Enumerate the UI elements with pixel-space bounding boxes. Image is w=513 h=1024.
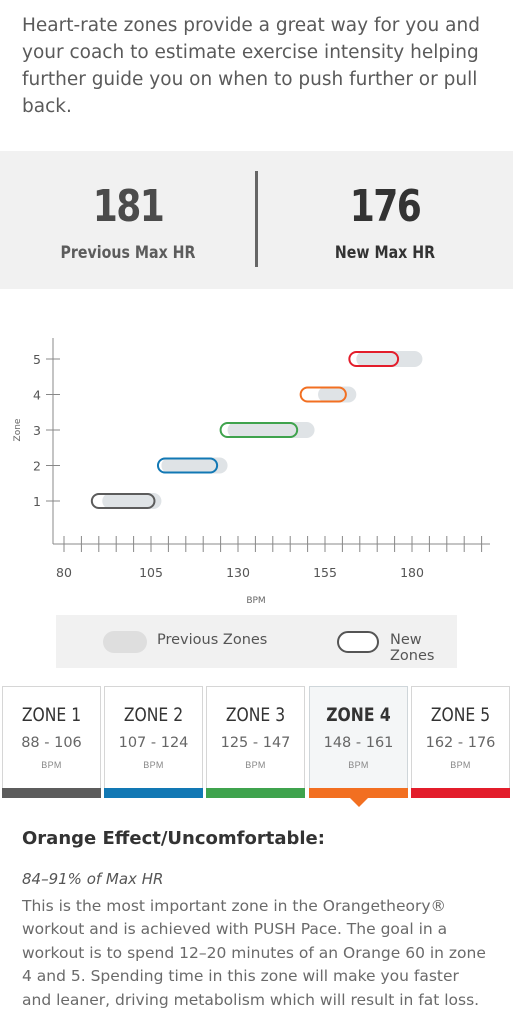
chart-legend: Previous Zones New Zones: [56, 615, 457, 668]
max-hr-panel: 181 Previous Max HR 176 New Max HR: [0, 151, 513, 289]
legend-previous-swatch: [103, 631, 147, 653]
y-tick-label: 4: [33, 388, 41, 403]
new-max-hr: 176 New Max HR: [257, 151, 513, 289]
x-tick-label: 180: [400, 565, 424, 580]
zone-name: ZONE 3: [225, 704, 286, 726]
new-zone-bar-4: [299, 386, 347, 403]
x-tick-label: 130: [226, 565, 250, 580]
zone-color-bar: [2, 788, 101, 798]
zone-name: ZONE 5: [430, 704, 491, 726]
x-tick-label: 80: [56, 565, 72, 580]
zone-unit: BPM: [245, 760, 266, 770]
zone-name: ZONE 4: [326, 704, 391, 726]
zone-range: 125 - 147: [220, 735, 291, 751]
zone-details: Orange Effect/Uncomfortable: 84–91% of M…: [22, 828, 492, 1009]
zone-tab-5[interactable]: ZONE 5 162 - 176 BPM: [411, 686, 510, 798]
zone-tab-3[interactable]: ZONE 3 125 - 147 BPM: [206, 686, 305, 798]
max-hr-divider: [255, 171, 258, 267]
zone-unit: BPM: [348, 760, 369, 770]
y-axis-label: Zone: [13, 418, 23, 441]
previous-max-hr-value: 181: [92, 181, 165, 232]
new-zone-bar-2: [156, 457, 219, 474]
intro-text: Heart-rate zones provide a great way for…: [22, 15, 480, 117]
legend-previous-label: Previous Zones: [157, 632, 268, 648]
x-axis-label: BPM: [246, 596, 265, 606]
active-zone-pointer: [349, 798, 368, 807]
zone-color-bar: [309, 788, 408, 798]
previous-zone-bar-3: [227, 422, 315, 438]
zone-color-bar: [411, 788, 510, 798]
zone-name: ZONE 2: [123, 704, 184, 726]
zone-range: 148 - 161: [323, 735, 394, 751]
previous-zone-bar-2: [161, 457, 228, 474]
zone-tab-4[interactable]: ZONE 4 148 - 161 BPM: [309, 686, 408, 807]
zone-range: 88 - 106: [21, 735, 82, 751]
legend-new-label: New Zones: [390, 632, 435, 664]
new-max-hr-label: New Max HR: [334, 243, 436, 262]
zone-chart: 80 105 130 155 180 BPM 1 2 3 4 5 Zone: [13, 338, 490, 606]
y-tick-label: 5: [33, 352, 41, 367]
zone-color-bar: [206, 788, 305, 798]
previous-max-hr-label: Previous Max HR: [60, 243, 196, 262]
y-tick-label: 2: [33, 459, 41, 474]
previous-zone-bar-5: [356, 351, 423, 367]
zone-details-title: Orange Effect/Uncomfortable:: [22, 828, 325, 849]
zone-unit: BPM: [450, 760, 471, 770]
zone-range: 162 - 176: [425, 735, 496, 751]
zone-tabs: ZONE 1 88 - 106 BPM ZONE 2 107 - 124 BPM ZONE …: [0, 686, 513, 807]
new-max-hr-value: 176: [349, 181, 422, 232]
previous-zone-bar-1: [102, 493, 162, 509]
new-zone-bar-1: [90, 493, 156, 509]
x-tick-label: 105: [139, 565, 163, 580]
new-zone-bar-3: [219, 422, 299, 438]
legend-new-swatch: [337, 631, 379, 653]
zone-tab-2[interactable]: ZONE 2 107 - 124 BPM: [104, 686, 203, 798]
zone-name: ZONE 1: [21, 704, 82, 726]
previous-zone-bar-4: [318, 386, 357, 403]
zone-unit: BPM: [143, 760, 164, 770]
y-tick-label: 3: [33, 423, 41, 438]
new-zone-bar-5: [348, 351, 400, 367]
x-tick-label: 155: [313, 565, 337, 580]
previous-max-hr: 181 Previous Max HR: [0, 151, 256, 289]
zone-details-body: This is the most important zone in the O…: [22, 897, 486, 1009]
zone-tab-1[interactable]: ZONE 1 88 - 106 BPM: [2, 686, 101, 798]
zone-unit: BPM: [41, 760, 62, 770]
zone-range: 107 - 124: [118, 735, 189, 751]
zone-details-subtitle: 84–91% of Max HR: [22, 870, 164, 888]
zone-color-bar: [104, 788, 203, 798]
y-tick-label: 1: [33, 494, 41, 509]
